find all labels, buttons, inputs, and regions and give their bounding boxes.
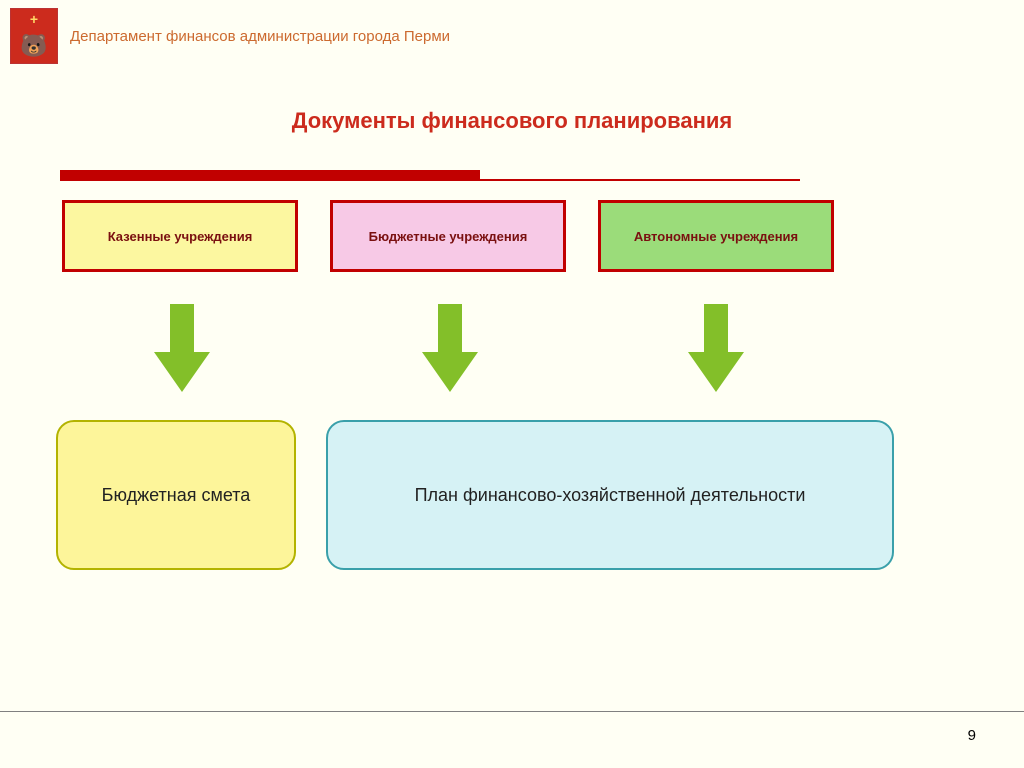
arrow-down-icon: [422, 304, 478, 392]
arrow-down-icon: [154, 304, 210, 392]
result-box-smeta: Бюджетная смета: [56, 420, 296, 570]
category-box-kazennye: Казенные учреждения: [62, 200, 298, 272]
result-label: Бюджетная смета: [102, 485, 251, 506]
header: + 🐻 Департамент финансов администрации г…: [10, 8, 1014, 64]
crest-cross: +: [11, 9, 57, 29]
department-name: Департамент финансов администрации город…: [70, 28, 450, 45]
page-number: 9: [968, 727, 976, 744]
category-label: Казенные учреждения: [108, 229, 253, 244]
crest-icon: + 🐻: [10, 8, 58, 64]
category-box-avtonomnye: Автономные учреждения: [598, 200, 834, 272]
category-label: Автономные учреждения: [634, 229, 798, 244]
divider-thick: [60, 170, 480, 181]
category-box-budgetnye: Бюджетные учреждения: [330, 200, 566, 272]
footer-divider: [0, 711, 1024, 712]
category-label: Бюджетные учреждения: [369, 229, 528, 244]
arrow-down-icon: [688, 304, 744, 392]
crest-animal: 🐻: [11, 29, 57, 63]
result-label: План финансово-хозяйственной деятельност…: [415, 485, 806, 506]
page-title: Документы финансового планирования: [0, 108, 1024, 134]
divider-thin: [480, 179, 800, 181]
result-box-plan: План финансово-хозяйственной деятельност…: [326, 420, 894, 570]
